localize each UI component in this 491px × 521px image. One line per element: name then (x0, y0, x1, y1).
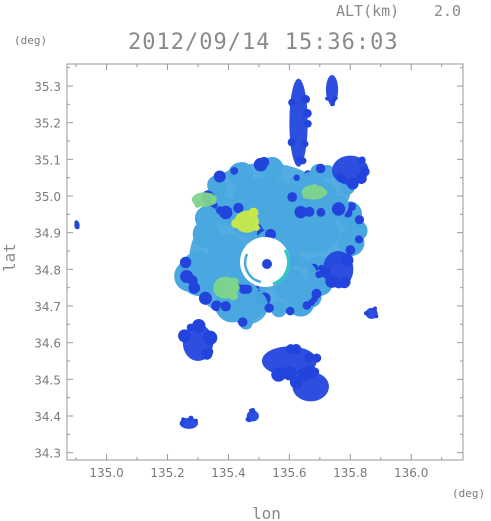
datetime-title: 2012/09/14 15:36:03 (128, 30, 399, 55)
echo-cell (287, 78, 312, 167)
radar-ring-arc (243, 253, 262, 284)
echo-cell (245, 408, 259, 423)
plot-frame (66, 63, 464, 461)
echo-cell (332, 155, 370, 190)
echo-cell (363, 306, 379, 319)
y-axis-label: lat (0, 243, 19, 272)
echo-cell (289, 365, 329, 402)
echo-cell (178, 318, 218, 361)
echo-cell (191, 192, 217, 208)
echo-cell (231, 207, 260, 233)
y-tick-label: 34.8 (34, 263, 61, 277)
altitude-label: ALT(km) (336, 2, 399, 20)
echo-cell (179, 415, 198, 429)
radar-ring-arc (272, 249, 290, 286)
echo-cell (325, 75, 339, 107)
y-tick-label: 34.3 (34, 447, 61, 461)
y-tick-label: 35.1 (34, 153, 61, 167)
echo-layer (74, 75, 379, 429)
y-tick-label: 34.5 (34, 373, 61, 387)
echo-cell (74, 220, 80, 230)
y-tick-label: 34.4 (34, 410, 61, 424)
radar-center-echo (262, 259, 272, 269)
echo-cell (319, 251, 354, 289)
x-tick-label: 135.8 (333, 466, 367, 480)
x-tick-label: 135.4 (211, 466, 245, 480)
y-tick-label: 34.6 (34, 337, 61, 351)
x-axis-label: lon (252, 504, 281, 521)
tick-layer: 135.0 135.2 135.4 135.6 135.8 136.0 34.3 34.4 34… (34, 64, 463, 480)
x-tick-label: 135.0 (89, 466, 123, 480)
y-tick-label: 35.3 (34, 80, 61, 94)
echo-cell (213, 276, 240, 301)
echo-cell (301, 183, 328, 200)
x-tick-label: 135.2 (150, 466, 184, 480)
y-tick-label: 34.7 (34, 300, 61, 314)
x-tick-label: 135.6 (272, 466, 306, 480)
x-tick-label: 136.0 (394, 466, 428, 480)
y-tick-label: 34.9 (34, 227, 61, 241)
y-tick-label: 35.2 (34, 117, 61, 131)
y-tick-label: 35.0 (34, 190, 61, 204)
x-axis-unit: (deg) (452, 487, 485, 500)
y-axis-unit: (deg) (14, 34, 47, 47)
altitude-value: 2.0 (434, 2, 461, 20)
